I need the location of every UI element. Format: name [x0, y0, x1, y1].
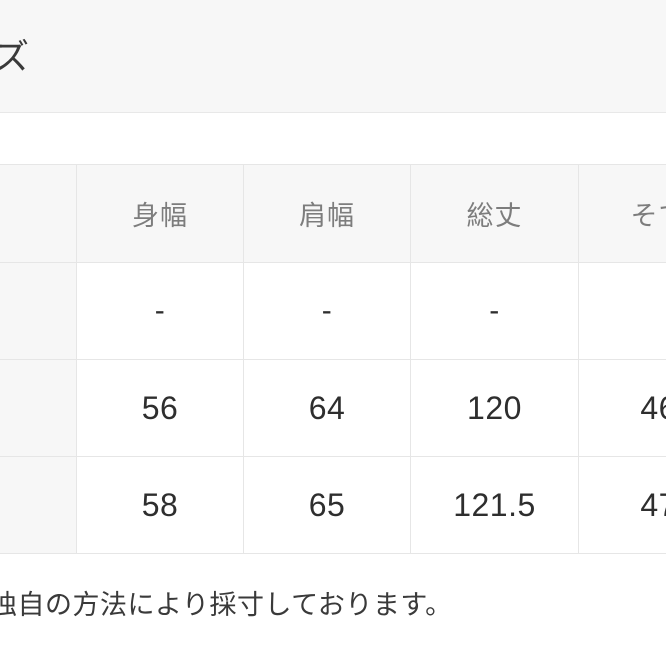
column-header-size — [0, 164, 77, 263]
cell-mihaba: 56 — [76, 359, 244, 457]
column-header-mihaba: 身幅 — [76, 164, 244, 263]
cell-soutake: 120 — [410, 359, 579, 457]
table-row: - - - - — [0, 262, 666, 360]
cell-sodetake: 47.5 — [578, 456, 666, 554]
table-row: 58 65 121.5 47.5 — [0, 456, 666, 554]
row-label — [0, 262, 77, 360]
cell-sodetake: 46.5 — [578, 359, 666, 457]
cell-katahaba: 65 — [243, 456, 411, 554]
table-header: 身幅 肩幅 総丈 そで丈 — [0, 164, 666, 263]
row-label — [0, 456, 77, 554]
column-header-soutake: 総丈 — [410, 164, 579, 263]
cell-mihaba: 58 — [76, 456, 244, 554]
row-label — [0, 359, 77, 457]
page-title: ィズ — [0, 38, 31, 77]
header-divider — [0, 112, 666, 113]
cell-soutake: 121.5 — [410, 456, 579, 554]
table-body: - - - - 56 64 120 46.5 58 65 121.5 — [0, 262, 666, 554]
cell-mihaba: - — [76, 262, 244, 360]
size-table: 身幅 肩幅 総丈 そで丈 - - - - 56 64 1 — [0, 164, 666, 554]
size-table-container: 身幅 肩幅 総丈 そで丈 - - - - 56 64 1 — [0, 164, 666, 554]
cell-katahaba: 64 — [243, 359, 411, 457]
cell-katahaba: - — [243, 262, 411, 360]
table-header-row: 身幅 肩幅 総丈 そで丈 — [0, 164, 666, 263]
column-header-sodetake: そで丈 — [578, 164, 666, 263]
cell-soutake: - — [410, 262, 579, 360]
column-header-katahaba: 肩幅 — [243, 164, 411, 263]
cell-sodetake: - — [578, 262, 666, 360]
measurement-footnote: WN独自の方法により採寸しております。 — [0, 590, 453, 620]
table-row: 56 64 120 46.5 — [0, 359, 666, 457]
section-header-band: ィズ — [0, 0, 666, 113]
